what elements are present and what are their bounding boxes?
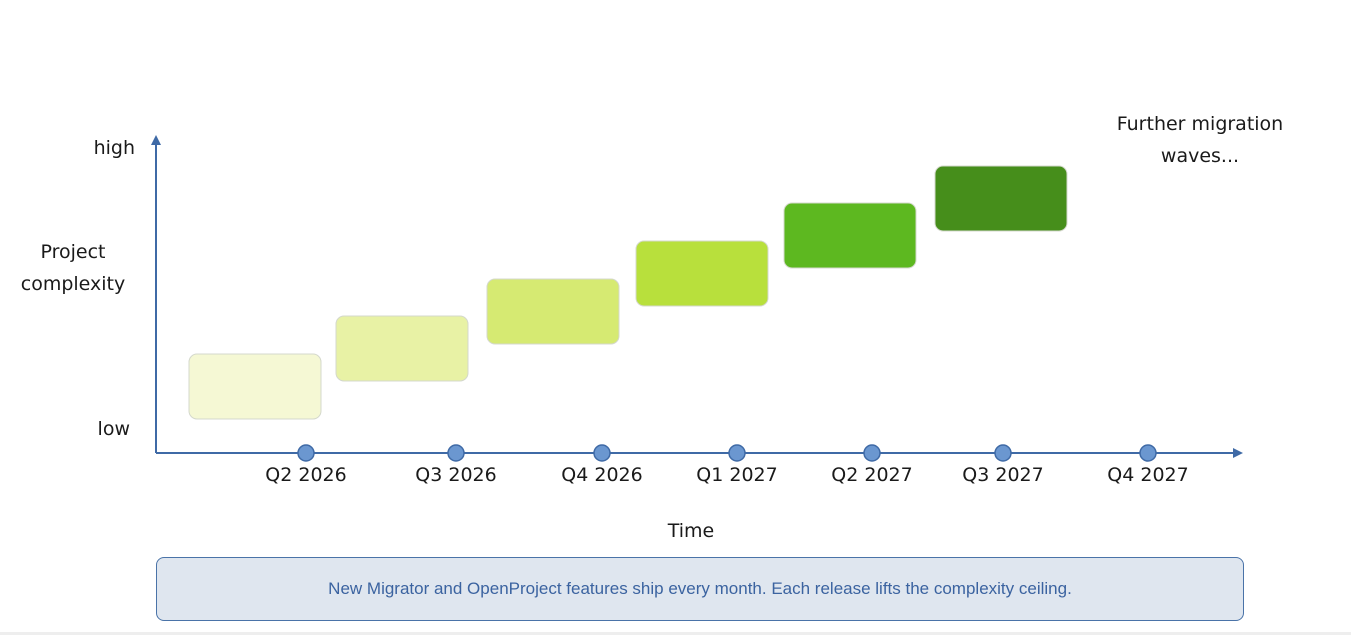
timeline-marker	[447, 444, 465, 462]
complexity-step-block	[783, 202, 917, 269]
bottom-divider	[0, 632, 1351, 635]
release-note-text: New Migrator and OpenProject features sh…	[328, 579, 1072, 598]
timeline-tick-label: Q2 2026	[265, 464, 346, 486]
timeline-marker	[297, 444, 315, 462]
x-axis-title: Time	[667, 520, 715, 542]
complexity-step-block	[335, 315, 469, 382]
further-waves-note-line2: waves...	[1161, 145, 1239, 167]
timeline-marker	[593, 444, 611, 462]
timeline-tick-label: Q3 2026	[415, 464, 496, 486]
release-note-banner: New Migrator and OpenProject features sh…	[156, 557, 1244, 621]
timeline-marker	[863, 444, 881, 462]
y-axis-title-line2: complexity	[21, 273, 126, 295]
further-waves-note-line1: Further migration	[1117, 113, 1283, 135]
timeline-marker	[994, 444, 1012, 462]
timeline-tick-label: Q3 2027	[962, 464, 1043, 486]
timeline-tick-label: Q2 2027	[831, 464, 912, 486]
complexity-step-block	[486, 278, 620, 345]
complexity-steps	[188, 165, 1068, 420]
timeline-tick-label: Q4 2027	[1107, 464, 1188, 486]
timeline-tick-label: Q1 2027	[696, 464, 777, 486]
timeline-tick-label: Q4 2026	[561, 464, 642, 486]
y-axis-title-line1: Project	[40, 241, 105, 263]
timeline-marker	[1139, 444, 1157, 462]
y-axis-high-label: high	[94, 137, 135, 159]
y-axis-low-label: low	[98, 418, 130, 440]
timeline-marker	[728, 444, 746, 462]
complexity-step-block	[635, 240, 769, 307]
complexity-step-block	[934, 165, 1068, 232]
complexity-step-block	[188, 353, 322, 420]
timeline-ticks: Q2 2026 Q3 2026 Q4 2026 Q1 2027 Q2 2027 Q3 20…	[265, 444, 1189, 486]
